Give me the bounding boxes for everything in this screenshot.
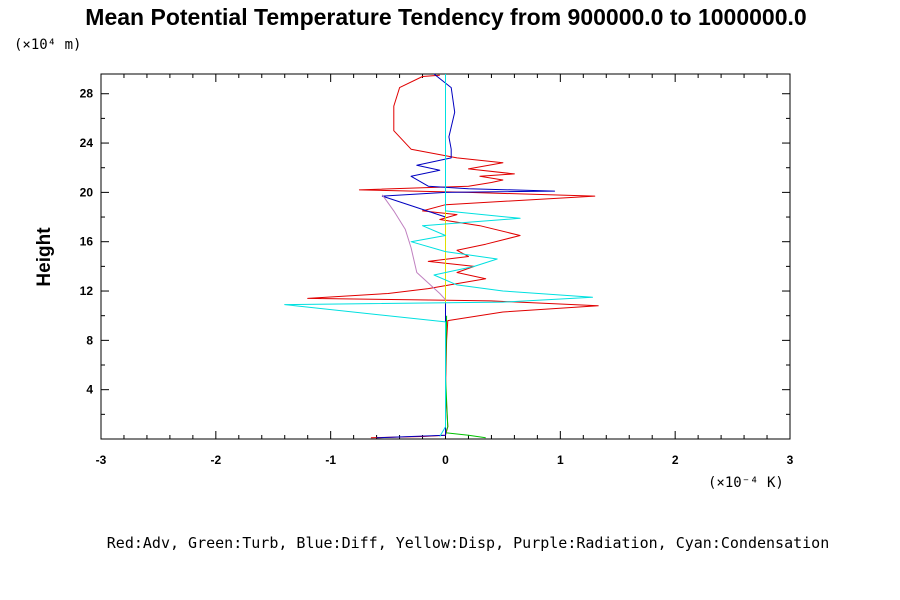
y-axis: 4 8 12 16 20 24 28 (80, 87, 790, 415)
y-tick-label: 20 (80, 185, 94, 199)
y-tick-label: 28 (80, 87, 94, 101)
x-tick-label: -1 (325, 453, 336, 467)
x-unit-label: (×10⁻⁴ K) (708, 475, 784, 491)
x-tick-label: 2 (672, 453, 679, 467)
series-line-condensation (284, 74, 593, 437)
chart-title: Mean Potential Temperature Tendency from… (85, 4, 806, 30)
x-tick-label: 1 (557, 453, 564, 467)
x-tick-label: -2 (210, 453, 221, 467)
series-line-diff (376, 73, 556, 439)
x-tick-label: 3 (787, 453, 794, 467)
x-axis: -3 -2 -1 0 1 2 3 (96, 74, 794, 467)
y-tick-label: 16 (80, 235, 94, 249)
series-line-turb (445, 315, 486, 439)
y-axis-label: Height (34, 227, 55, 287)
series-layer (284, 73, 599, 439)
x-tick-label: 0 (442, 453, 449, 467)
y-tick-label: 4 (86, 383, 93, 397)
legend-text: Red:Adv, Green:Turb, Blue:Diff, Yellow:D… (107, 534, 829, 552)
y-tick-label: 12 (80, 284, 94, 298)
y-unit-label: (×10⁴ m) (14, 37, 81, 53)
y-tick-label: 24 (80, 136, 94, 150)
series-line-adv (307, 74, 599, 439)
x-tick-label: -3 (96, 453, 107, 467)
series-line-radiation (381, 194, 446, 301)
y-tick-label: 8 (86, 333, 93, 347)
